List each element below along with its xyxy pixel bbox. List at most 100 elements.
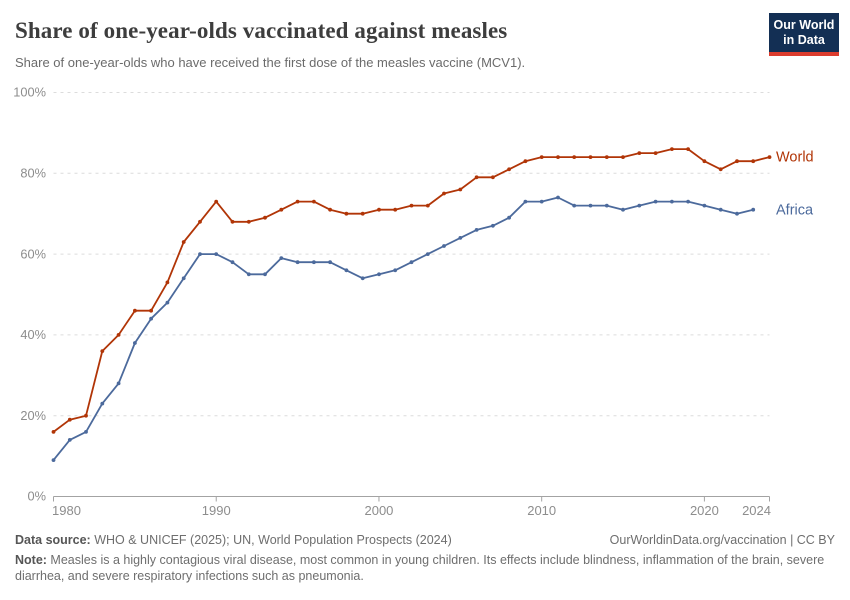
world-point[interactable] [474, 175, 479, 180]
africa-point[interactable] [751, 207, 756, 212]
owid-logo[interactable]: Our World in Data [769, 13, 839, 56]
chart-note-label: Note: [15, 553, 47, 567]
africa-point[interactable] [621, 207, 625, 212]
world-point[interactable] [523, 159, 528, 164]
world-point[interactable] [360, 211, 365, 216]
africa-point[interactable] [181, 276, 186, 281]
world-line[interactable] [52, 148, 770, 433]
world-point[interactable] [133, 308, 137, 313]
africa-point[interactable] [84, 430, 88, 434]
series-label-africa[interactable]: Africa [776, 202, 814, 218]
africa-point[interactable] [393, 268, 398, 273]
world-point[interactable] [246, 219, 251, 224]
world-point[interactable] [491, 175, 495, 180]
africa-point[interactable] [360, 276, 365, 281]
africa-point[interactable] [67, 438, 72, 442]
world-point[interactable] [767, 155, 772, 160]
world-point[interactable] [653, 151, 658, 156]
africa-point[interactable] [214, 252, 219, 256]
africa-point[interactable] [523, 199, 528, 204]
africa-point[interactable] [312, 260, 316, 265]
africa-point[interactable] [116, 381, 121, 386]
world-point[interactable] [263, 215, 267, 220]
world-point[interactable] [507, 167, 511, 172]
africa-point[interactable] [588, 203, 593, 208]
world-point[interactable] [198, 219, 202, 224]
africa-point[interactable] [344, 268, 349, 273]
africa-point[interactable] [198, 252, 202, 256]
world-point[interactable] [84, 413, 88, 418]
africa-point[interactable] [556, 195, 560, 200]
world-point[interactable] [51, 430, 56, 434]
africa-point[interactable] [295, 260, 300, 265]
africa-point[interactable] [279, 256, 284, 260]
world-point[interactable] [279, 207, 284, 212]
world-point[interactable] [539, 155, 544, 160]
world-point[interactable] [604, 155, 609, 160]
world-point[interactable] [377, 207, 381, 212]
africa-point[interactable] [246, 272, 251, 277]
world-point[interactable] [718, 167, 723, 172]
world-point[interactable] [393, 207, 398, 212]
africa-point[interactable] [572, 203, 577, 208]
africa-point[interactable] [458, 236, 463, 240]
africa-point[interactable] [230, 260, 235, 265]
world-point[interactable] [425, 203, 430, 208]
world-point[interactable] [165, 280, 170, 285]
world-point[interactable] [621, 155, 625, 160]
africa-point[interactable] [263, 272, 267, 277]
africa-point[interactable] [149, 316, 154, 321]
attribution-link[interactable]: OurWorldinData.org/vaccination | CC BY [609, 533, 835, 547]
africa-point[interactable] [604, 203, 609, 208]
africa-point[interactable] [442, 244, 446, 248]
africa-point[interactable] [718, 207, 723, 212]
world-point[interactable] [230, 219, 235, 224]
africa-point[interactable] [377, 272, 381, 277]
africa-point[interactable] [539, 199, 544, 204]
world-point[interactable] [100, 349, 105, 353]
world-point[interactable] [735, 159, 739, 164]
world-point[interactable] [702, 159, 707, 164]
africa-point[interactable] [133, 341, 137, 345]
africa-point[interactable] [409, 260, 414, 265]
africa-point[interactable] [51, 458, 56, 462]
world-point[interactable] [116, 333, 121, 337]
africa-line[interactable] [52, 196, 754, 461]
world-point[interactable] [214, 199, 219, 204]
africa-point[interactable] [670, 199, 674, 204]
world-point[interactable] [442, 191, 446, 196]
africa-point[interactable] [491, 223, 495, 228]
africa-point[interactable] [637, 203, 642, 208]
africa-point[interactable] [702, 203, 707, 208]
africa-point[interactable] [328, 260, 332, 265]
africa-point[interactable] [686, 199, 690, 204]
world-point[interactable] [312, 199, 316, 204]
world-point[interactable] [751, 159, 756, 164]
world-point[interactable] [588, 155, 593, 160]
world-point[interactable] [149, 308, 154, 313]
world-point[interactable] [328, 207, 332, 212]
world-point[interactable] [295, 199, 300, 204]
world-point[interactable] [670, 147, 674, 152]
world-point[interactable] [572, 155, 577, 160]
world-point[interactable] [344, 211, 349, 216]
africa-point[interactable] [507, 215, 511, 220]
africa-point[interactable] [100, 401, 105, 406]
series-label-world[interactable]: World [776, 150, 814, 166]
y-axis-label: 100% [13, 85, 46, 100]
world-point[interactable] [637, 151, 642, 156]
world-point[interactable] [686, 147, 690, 152]
chart-note-text: Measles is a highly contagious viral dis… [15, 553, 825, 583]
africa-point[interactable] [735, 211, 739, 216]
world-point[interactable] [181, 240, 186, 244]
series-world[interactable] [51, 147, 772, 434]
africa-point[interactable] [653, 199, 658, 204]
world-point[interactable] [409, 203, 414, 208]
world-point[interactable] [67, 417, 72, 422]
africa-point[interactable] [165, 300, 170, 305]
africa-point[interactable] [474, 228, 479, 232]
africa-point[interactable] [425, 252, 430, 256]
world-point[interactable] [556, 155, 560, 160]
world-point[interactable] [458, 187, 463, 192]
series-africa[interactable] [51, 195, 756, 462]
